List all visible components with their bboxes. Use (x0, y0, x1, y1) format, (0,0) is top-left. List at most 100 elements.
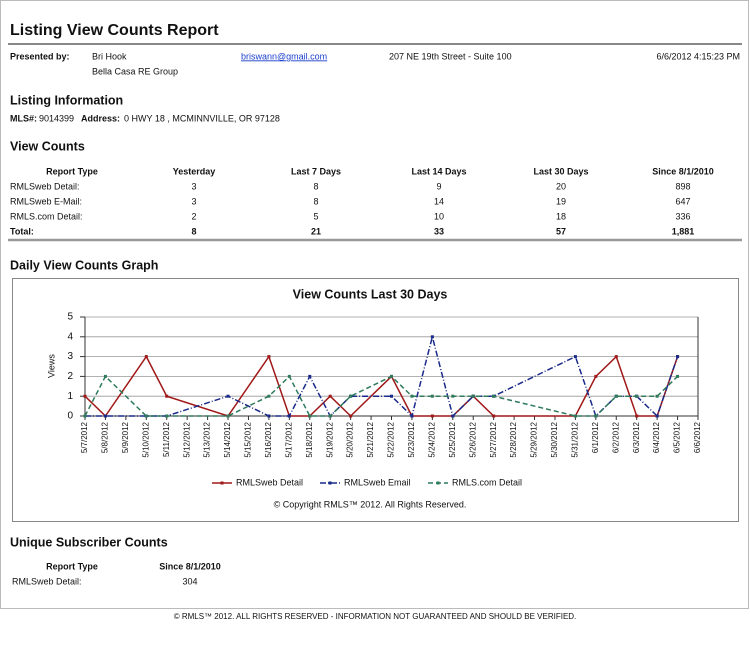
x-tick-label: 6/4/2012 (652, 421, 661, 453)
table-header: Yesterday (173, 166, 216, 176)
presented-by-label: Presented by: (10, 51, 70, 61)
table-cell: 3 (191, 181, 196, 191)
table-header: Last 30 Days (533, 166, 588, 176)
x-tick-label: 5/30/2012 (550, 421, 559, 457)
x-tick-label: 5/26/2012 (468, 421, 477, 457)
x-tick-label: 5/13/2012 (203, 421, 212, 457)
table-header: Report Type (46, 561, 98, 571)
timestamp: 6/6/2012 4:15:23 PM (656, 51, 740, 61)
table-cell: 8 (313, 181, 318, 191)
point-marker (267, 394, 271, 398)
point-marker (676, 355, 680, 359)
point-marker (103, 374, 107, 378)
table-cell: 647 (675, 196, 690, 206)
x-tick-label: 5/29/2012 (530, 421, 539, 457)
point-marker (165, 414, 169, 418)
table-total: Total: (10, 226, 34, 236)
x-tick-label: 6/1/2012 (591, 421, 600, 453)
legend-marker (436, 481, 440, 485)
table-cell: 19 (556, 196, 566, 206)
series-line (85, 336, 679, 418)
table-total: 57 (556, 226, 566, 236)
table-cell: 8 (313, 196, 318, 206)
x-tick-label: 5/24/2012 (427, 421, 436, 457)
mls-label: MLS#: (10, 113, 37, 123)
x-tick-label: 5/21/2012 (366, 421, 375, 457)
mls-number: 9014399 (39, 113, 74, 123)
point-marker (83, 414, 87, 418)
x-tick-label: 5/20/2012 (346, 421, 355, 457)
point-marker (328, 414, 332, 418)
legend-label: RMLSweb Email (344, 477, 411, 487)
x-tick-label: 5/7/2012 (80, 421, 89, 453)
point-marker (594, 374, 598, 378)
point-marker (635, 394, 639, 398)
chart-frame (12, 278, 739, 522)
y-tick-label: 1 (67, 391, 73, 402)
x-tick-label: 5/27/2012 (489, 421, 498, 457)
table-cell: RMLSweb Detail: (10, 181, 80, 191)
point-marker (103, 414, 107, 418)
point-marker (287, 414, 291, 418)
x-tick-label: 5/15/2012 (244, 421, 253, 457)
table-cell: 18 (556, 211, 566, 221)
page-border (0, 0, 749, 609)
x-tick-label: 6/5/2012 (673, 421, 682, 453)
address-label: Address: (81, 113, 120, 123)
point-marker (390, 394, 393, 398)
x-tick-label: 5/28/2012 (509, 421, 518, 457)
point-marker (676, 374, 680, 378)
point-marker (390, 374, 393, 378)
point-marker (226, 394, 230, 398)
x-tick-label: 5/14/2012 (223, 421, 232, 457)
point-marker (430, 394, 434, 398)
point-marker (308, 374, 312, 378)
table-cell: 304 (182, 576, 197, 586)
table-cell: 336 (675, 211, 690, 221)
x-tick-label: 5/31/2012 (571, 421, 580, 457)
point-marker (83, 394, 87, 398)
office-name: Bella Casa RE Group (92, 66, 178, 76)
section-heading: Listing Information (10, 93, 123, 107)
point-marker (226, 414, 230, 418)
table-cell: RMLSweb Detail: (12, 576, 82, 586)
x-tick-label: 5/9/2012 (121, 421, 130, 453)
point-marker (614, 394, 618, 398)
table-total: 8 (191, 226, 196, 236)
chart-copyright: © Copyright RMLS™ 2012. All Rights Reser… (274, 499, 467, 509)
x-tick-label: 5/12/2012 (182, 421, 191, 457)
table-cell: 5 (313, 211, 318, 221)
y-tick-label: 5 (67, 312, 73, 323)
point-marker (349, 394, 353, 398)
section-heading: Unique Subscriber Counts (10, 535, 168, 549)
point-marker (144, 355, 148, 359)
x-tick-label: 5/18/2012 (305, 421, 314, 457)
legend-label: RMLSweb Detail (236, 477, 303, 487)
point-marker (471, 394, 475, 398)
report-title: Listing View Counts Report (10, 22, 219, 39)
table-cell: RMLS.com Detail: (10, 211, 83, 221)
table-cell: 3 (191, 196, 196, 206)
section-heading: Daily View Counts Graph (10, 258, 158, 272)
chart-title: View Counts Last 30 Days (293, 287, 448, 301)
point-marker (165, 394, 169, 398)
x-tick-label: 5/22/2012 (387, 421, 396, 457)
table-cell: RMLSweb E-Mail: (10, 196, 82, 206)
x-tick-label: 5/17/2012 (284, 421, 293, 457)
point-marker (614, 355, 618, 359)
legend-marker (220, 481, 224, 485)
table-header: Report Type (46, 166, 98, 176)
point-marker (410, 414, 414, 418)
point-marker (430, 414, 434, 418)
y-tick-label: 0 (67, 411, 73, 422)
x-tick-label: 5/8/2012 (101, 421, 110, 453)
series-line (84, 375, 679, 417)
email-link[interactable]: briswann@gmail.com (241, 51, 327, 61)
table-total: 1,881 (672, 226, 695, 236)
y-tick-label: 3 (67, 351, 73, 362)
point-marker (349, 414, 353, 418)
table-header: Since 8/1/2010 (159, 561, 221, 571)
point-marker (451, 394, 455, 398)
point-marker (492, 414, 496, 418)
